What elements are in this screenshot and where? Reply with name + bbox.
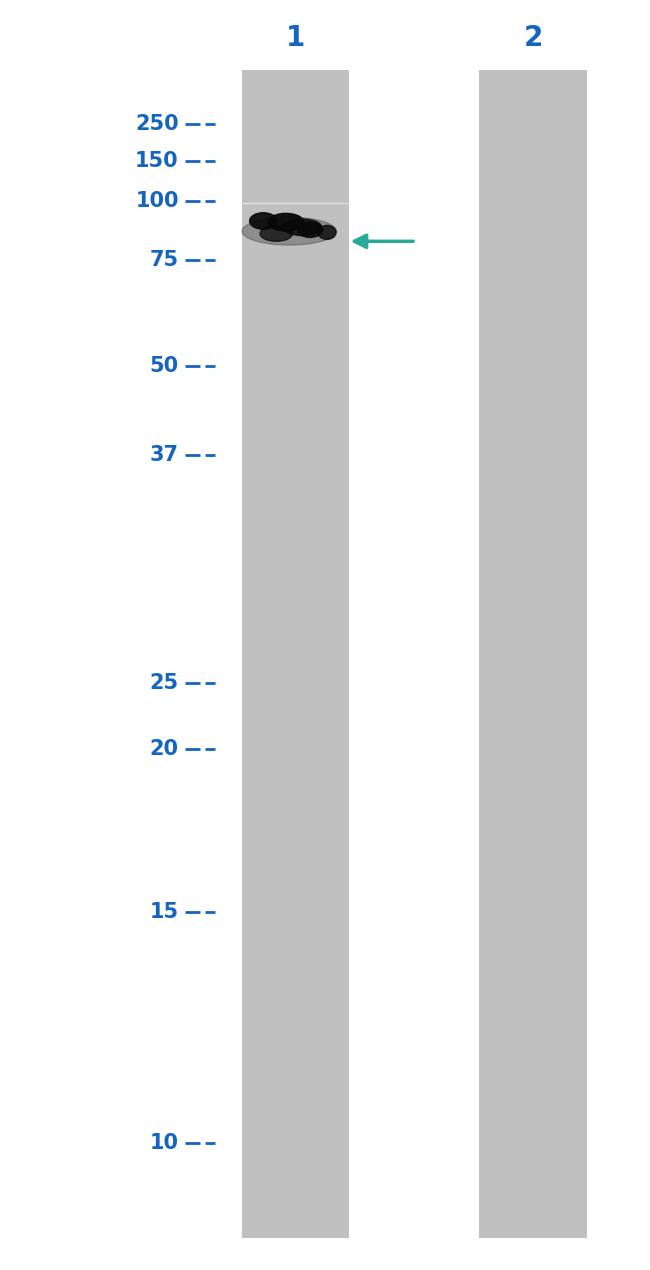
Text: 1: 1	[286, 24, 306, 52]
Ellipse shape	[283, 218, 322, 236]
Text: 75: 75	[150, 250, 179, 271]
Ellipse shape	[298, 222, 322, 237]
Ellipse shape	[242, 217, 337, 245]
Bar	[242, 70, 350, 1238]
Text: 10: 10	[150, 1133, 179, 1153]
Text: 37: 37	[150, 444, 179, 465]
Text: 150: 150	[135, 151, 179, 171]
Ellipse shape	[268, 213, 304, 231]
Text: 2: 2	[523, 24, 543, 52]
Text: 100: 100	[135, 190, 179, 211]
Text: 25: 25	[150, 673, 179, 693]
Bar	[479, 70, 586, 1238]
Text: 50: 50	[150, 356, 179, 376]
Ellipse shape	[260, 226, 292, 241]
Ellipse shape	[250, 212, 277, 230]
Text: 20: 20	[150, 739, 179, 759]
Text: 15: 15	[150, 902, 179, 922]
Ellipse shape	[318, 226, 336, 239]
Text: 250: 250	[135, 114, 179, 135]
